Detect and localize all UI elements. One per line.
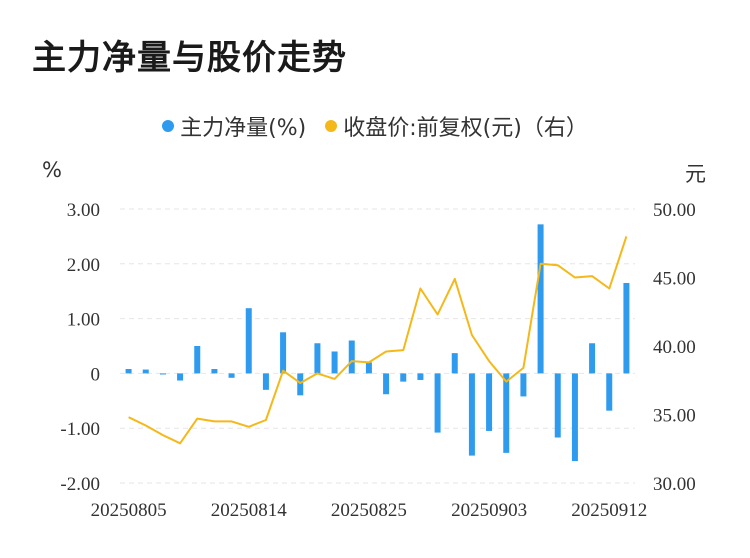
legend-item-close-price[interactable]: 收盘价:前复权(元)（右） — [325, 110, 588, 142]
bar-20250813[interactable] — [228, 373, 235, 378]
bar-20250821[interactable] — [331, 351, 338, 374]
bar-20250912[interactable] — [606, 373, 613, 411]
bar-20250818[interactable] — [280, 332, 287, 374]
x-tick-label: 20250912 — [571, 500, 647, 521]
grid-lines — [120, 208, 635, 484]
left-tick-label: 3.00 — [67, 200, 100, 221]
bar-20250805[interactable] — [125, 369, 132, 374]
bar-20250822[interactable] — [348, 340, 355, 374]
right-tick-label: 40.00 — [653, 337, 696, 358]
close-price-line[interactable] — [128, 236, 628, 445]
bar-20250908[interactable] — [537, 224, 544, 374]
legend-label-net-volume: 主力净量(%) — [180, 116, 307, 141]
bar-20250904[interactable] — [503, 373, 510, 453]
bar-20250915[interactable] — [623, 282, 630, 374]
right-tick-label: 30.00 — [653, 474, 696, 495]
bar-20250910[interactable] — [571, 373, 578, 462]
left-tick-label: -1.00 — [60, 419, 100, 440]
bar-20250828[interactable] — [417, 373, 424, 380]
bar-20250808[interactable] — [177, 373, 184, 381]
bar-20250812[interactable] — [211, 369, 218, 374]
bar-20250901[interactable] — [451, 353, 458, 374]
left-axis-ticks: 3.00 2.00 1.00 0 -1.00 -2.00 — [60, 200, 100, 495]
bar-20250819[interactable] — [297, 373, 304, 396]
left-tick-label: 1.00 — [67, 310, 100, 331]
bar-20250905[interactable] — [520, 373, 527, 397]
left-tick-label: 0 — [91, 364, 101, 385]
x-axis-ticks: 20250805 20250814 20250825 20250903 20250912 — [91, 500, 648, 521]
bar-20250909[interactable] — [554, 373, 561, 438]
bar-20250903[interactable] — [486, 373, 493, 431]
left-tick-label: -2.00 — [60, 474, 100, 495]
right-axis-unit: 元 — [685, 162, 706, 186]
bar-20250827[interactable] — [400, 373, 407, 382]
bar-20250826[interactable] — [383, 373, 390, 395]
bar-20250820[interactable] — [314, 343, 321, 374]
left-axis-unit: % — [42, 158, 62, 182]
chart-legend: 主力净量(%) 收盘价:前复权(元)（右） — [0, 110, 750, 142]
bar-20250811[interactable] — [194, 346, 201, 374]
bar-series — [125, 224, 630, 462]
bar-20250911[interactable] — [589, 343, 596, 374]
x-tick-label: 20250814 — [211, 500, 288, 521]
x-tick-label: 20250903 — [451, 500, 527, 521]
legend-item-net-volume[interactable]: 主力净量(%) — [162, 110, 306, 142]
bar-20250806[interactable] — [142, 369, 149, 374]
right-axis-ticks: 50.00 45.00 40.00 35.00 30.00 — [653, 200, 696, 495]
legend-dot-yellow-icon — [325, 120, 338, 132]
chart-title: 主力净量与股价走势 — [32, 38, 347, 78]
bar-20250807[interactable] — [159, 373, 166, 375]
x-tick-label: 20250825 — [331, 500, 407, 521]
right-tick-label: 50.00 — [653, 200, 696, 221]
bar-20250829[interactable] — [434, 373, 441, 433]
bar-20250902[interactable] — [468, 373, 475, 456]
right-tick-label: 45.00 — [653, 269, 696, 290]
x-tick-label: 20250805 — [91, 500, 167, 521]
right-tick-label: 35.00 — [653, 406, 696, 427]
legend-label-close-price: 收盘价:前复权(元)（右） — [343, 116, 588, 141]
bar-20250814[interactable] — [245, 308, 252, 374]
line-series — [128, 236, 628, 445]
bar-20250825[interactable] — [365, 362, 372, 374]
legend-dot-blue-icon — [162, 120, 175, 132]
bar-20250815[interactable] — [262, 373, 269, 390]
left-tick-label: 2.00 — [67, 255, 100, 276]
